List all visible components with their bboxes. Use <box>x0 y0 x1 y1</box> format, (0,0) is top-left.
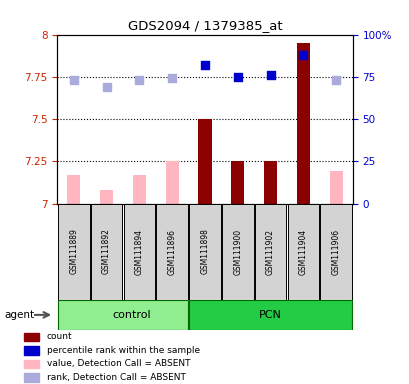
Point <box>332 77 339 83</box>
Text: GSM111894: GSM111894 <box>135 228 144 275</box>
Bar <box>296 43 309 204</box>
Bar <box>231 161 244 204</box>
Text: control: control <box>112 310 150 320</box>
Bar <box>329 171 342 204</box>
Point <box>169 75 175 81</box>
Text: GSM111906: GSM111906 <box>331 228 340 275</box>
Text: GSM111896: GSM111896 <box>167 228 176 275</box>
Text: agent: agent <box>4 310 34 320</box>
Bar <box>91 204 122 300</box>
Bar <box>24 346 39 355</box>
Bar <box>58 300 187 330</box>
Bar <box>287 204 318 300</box>
Point <box>201 62 208 68</box>
Bar <box>24 373 39 382</box>
Text: percentile rank within the sample: percentile rank within the sample <box>47 346 199 355</box>
Bar <box>24 359 39 368</box>
Text: GSM111902: GSM111902 <box>265 228 274 275</box>
Text: GSM111892: GSM111892 <box>102 228 111 275</box>
Text: rank, Detection Call = ABSENT: rank, Detection Call = ABSENT <box>47 373 185 382</box>
Bar <box>222 204 253 300</box>
Bar <box>156 204 187 300</box>
Point <box>70 77 77 83</box>
Text: GSM111904: GSM111904 <box>298 228 307 275</box>
Point <box>103 84 110 90</box>
Text: count: count <box>47 333 72 341</box>
Text: GSM111900: GSM111900 <box>233 228 242 275</box>
Bar <box>24 333 39 341</box>
Text: GSM111898: GSM111898 <box>200 228 209 275</box>
Text: GDS2094 / 1379385_at: GDS2094 / 1379385_at <box>127 19 282 32</box>
Text: PCN: PCN <box>258 310 281 320</box>
Bar <box>198 119 211 204</box>
Point <box>136 77 142 83</box>
Bar <box>133 175 146 204</box>
Bar <box>254 204 285 300</box>
Bar <box>58 204 89 300</box>
Point <box>299 52 306 58</box>
Bar <box>100 190 113 204</box>
Bar <box>189 204 220 300</box>
Point <box>267 72 273 78</box>
Point <box>234 74 240 80</box>
Bar <box>263 161 276 204</box>
Bar <box>67 175 80 204</box>
Text: GSM111889: GSM111889 <box>69 228 78 275</box>
Text: value, Detection Call = ABSENT: value, Detection Call = ABSENT <box>47 359 190 368</box>
Bar <box>320 204 351 300</box>
Bar <box>124 204 155 300</box>
Bar <box>189 300 351 330</box>
Bar <box>165 161 178 204</box>
